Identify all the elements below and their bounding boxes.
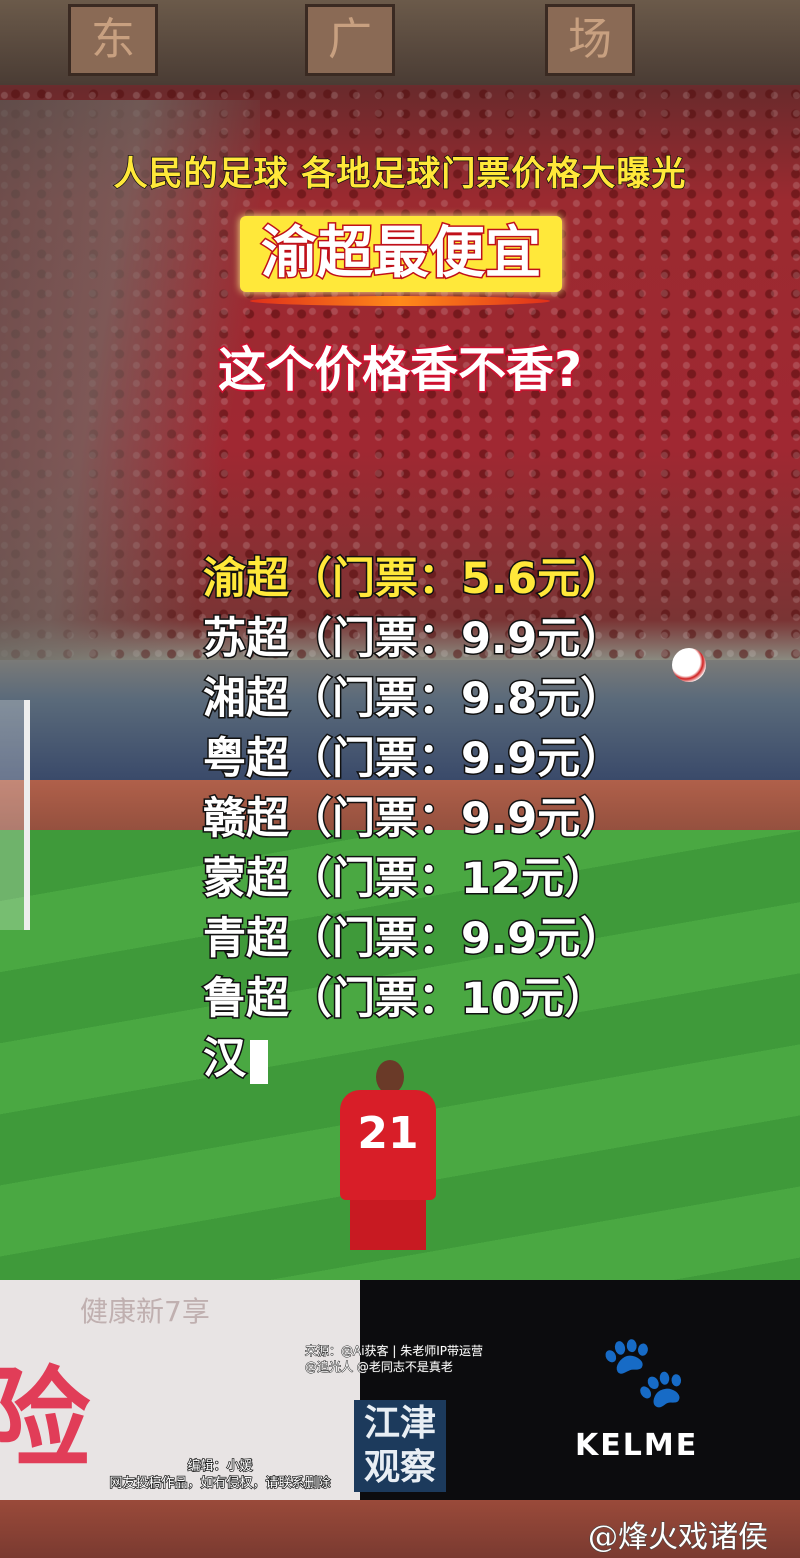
- advertising-wall: [0, 660, 800, 780]
- channel-logo-line: 江津: [363, 1403, 436, 1444]
- stadium-stairs: [0, 100, 260, 660]
- football: [672, 648, 706, 682]
- building-plaque: 东: [68, 4, 158, 76]
- sponsor-logo: KELME: [575, 1428, 699, 1463]
- banner-title: 渝超最便宜: [240, 216, 562, 292]
- bottom-track: [0, 1500, 800, 1558]
- source-credits: 来源：@Ai获客 | 朱老师IP带运营 @追光人 @老同志不是真老: [305, 1343, 484, 1375]
- watermark: @烽火戏诸侯: [588, 1520, 769, 1556]
- price-item: 赣超（门票：9.9元）: [201, 793, 624, 846]
- source-line: @追光人 @老同志不是真老: [305, 1360, 454, 1375]
- question-caption: 这个价格香不香?: [217, 341, 584, 400]
- price-item: 青超（门票：9.9元）: [201, 913, 624, 966]
- ad-board-small-text: 健康新7享: [80, 1295, 210, 1328]
- player-head: [376, 1060, 404, 1094]
- player-red: 21: [340, 1060, 440, 1280]
- typing-text: 汉: [202, 1033, 248, 1086]
- price-item: 蒙超（门票：12元）: [201, 853, 608, 906]
- price-item-typing: 汉: [202, 1030, 623, 1090]
- player-jersey: 21: [340, 1090, 436, 1200]
- price-item: 粤超（门票：9.9元）: [201, 733, 624, 786]
- price-item: 鲁超（门票：10元）: [201, 973, 608, 1026]
- stadium-building: 东 广 场: [0, 0, 800, 85]
- price-item: 苏超（门票：9.9元）: [201, 613, 624, 666]
- disclaimer: 网友投稿作品，如有侵权，请联系删除: [109, 1475, 332, 1492]
- price-list: 渝超（门票：5.6元） 苏超（门票：9.9元） 湘超（门票：9.8元） 粤超（门…: [201, 550, 624, 1090]
- building-plaque: 广: [305, 4, 395, 76]
- price-item: 湘超（门票：9.8元）: [201, 673, 624, 726]
- swoosh-decoration: [250, 296, 550, 306]
- ad-board-large-text: 险: [0, 1356, 90, 1484]
- building-plaque: 场: [545, 4, 635, 76]
- goal-post: [0, 700, 30, 930]
- price-item: 渝超（门票：5.6元）: [201, 553, 624, 606]
- stadium-crowd: [0, 0, 800, 660]
- editor-credits: 编辑：小媛 网友投稿作品，如有侵权，请联系删除: [40, 1458, 400, 1492]
- player-shorts: [350, 1200, 426, 1250]
- source-line: 来源：@Ai获客 | 朱老师IP带运营: [305, 1344, 484, 1359]
- channel-logo: 江津 观察: [354, 1400, 446, 1492]
- paw-icon: 🐾: [600, 1330, 688, 1412]
- editor-name: 编辑：小媛: [187, 1458, 254, 1475]
- headline: 人民的足球 各地足球门票价格大曝光: [113, 153, 687, 195]
- channel-logo-line: 观察: [363, 1447, 436, 1488]
- typing-cursor: [250, 1039, 268, 1084]
- ad-board-white: [0, 1280, 360, 1500]
